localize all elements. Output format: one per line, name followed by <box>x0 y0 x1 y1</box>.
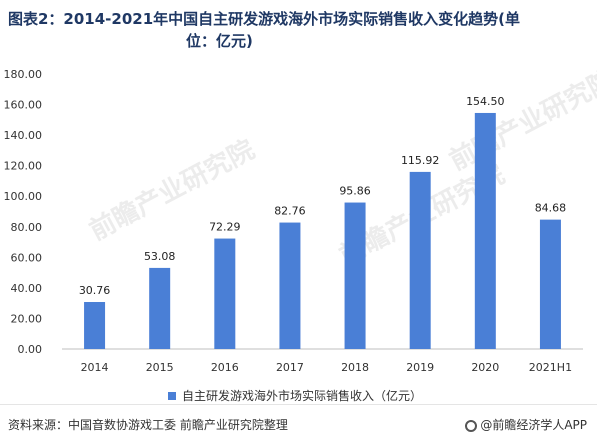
bar-value-label: 95.86 <box>339 185 371 198</box>
chart-title-line1: 图表2：2014-2021年中国自主研发游戏海外市场实际销售收入变化趋势(单 <box>8 10 521 28</box>
y-tick-label: 180.00 <box>4 68 43 81</box>
y-tick-label: 40.00 <box>11 282 43 295</box>
legend-label: 自主研发游戏海外市场实际销售收入（亿元） <box>182 389 423 403</box>
chart-legend: 自主研发游戏海外市场实际销售收入（亿元） <box>168 387 422 404</box>
bar-value-label: 72.29 <box>209 221 241 234</box>
y-tick-label: 80.00 <box>11 221 43 234</box>
chart-title: 图表2：2014-2021年中国自主研发游戏海外市场实际销售收入变化趋势(单 位… <box>8 8 588 52</box>
bar-value-label: 84.68 <box>535 202 567 215</box>
x-tick-label: 2017 <box>276 361 304 374</box>
y-tick-label: 120.00 <box>4 160 43 173</box>
bar <box>84 302 106 349</box>
x-tick-label: 2021H1 <box>529 361 572 374</box>
bar-value-label: 30.76 <box>79 284 111 297</box>
x-tick-label: 2019 <box>406 361 434 374</box>
x-tick-label: 2015 <box>146 361 174 374</box>
legend-swatch <box>168 392 176 400</box>
bar-value-label: 82.76 <box>274 205 306 218</box>
y-tick-label: 0.00 <box>18 343 43 356</box>
bar <box>409 171 431 349</box>
y-tick-label: 60.00 <box>11 251 43 264</box>
footer-divider <box>0 404 597 405</box>
bar <box>474 112 496 349</box>
bar-value-label: 53.08 <box>144 250 176 263</box>
chart-title-line2: 位：亿元) <box>186 32 253 50</box>
bar <box>539 219 561 349</box>
y-tick-label: 160.00 <box>4 99 43 112</box>
bar-value-label: 115.92 <box>401 154 440 167</box>
bar-value-label: 154.50 <box>466 95 505 108</box>
y-tick-label: 140.00 <box>4 129 43 142</box>
x-tick-label: 2018 <box>341 361 369 374</box>
y-tick-label: 20.00 <box>11 312 43 325</box>
brand-logo-icon <box>465 420 478 432</box>
y-tick-label: 100.00 <box>4 190 43 203</box>
x-tick-label: 2016 <box>211 361 239 374</box>
brand-credit: @前瞻经济学人APP <box>465 416 587 433</box>
source-note: 资料来源：中国音数协游戏工委 前瞻产业研究院整理 <box>8 418 288 432</box>
bar <box>149 267 171 349</box>
bar <box>214 238 236 349</box>
bar <box>279 222 301 349</box>
x-tick-label: 2020 <box>471 361 499 374</box>
x-tick-label: 2014 <box>81 361 109 374</box>
brand-text: @前瞻经济学人APP <box>480 418 587 432</box>
bar <box>344 202 366 349</box>
